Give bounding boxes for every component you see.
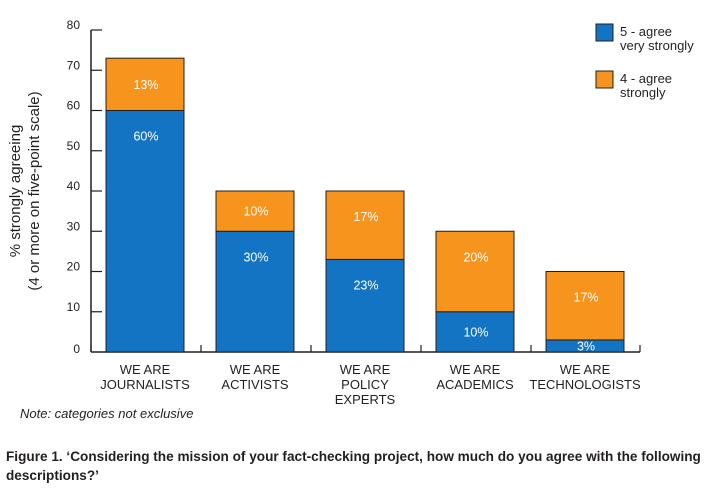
x-tick-label: TECHNOLOGISTS — [529, 377, 641, 392]
y-tick-label: 80 — [67, 18, 81, 32]
legend-label: very strongly — [620, 38, 694, 53]
bar-segment-agree-strongly — [325, 190, 405, 260]
y-tick-label: 0 — [73, 342, 80, 356]
bar-segment-agree-strongly — [545, 271, 625, 341]
figure-caption: Figure 1. ‘Considering the mission of yo… — [6, 449, 701, 483]
legend-label: 4 - agree — [620, 71, 672, 86]
x-tick-label: POLICY — [341, 377, 389, 392]
y-axis: 0 10 20 30 40 50 60 70 80 — [67, 18, 102, 356]
y-tick-label: 30 — [67, 219, 81, 233]
bar-segment-agree-very-strongly — [325, 258, 405, 353]
bar-segment-agree-strongly — [435, 230, 515, 313]
chart-note: Note: categories not exclusive — [20, 406, 194, 421]
y-tick-label: 50 — [67, 139, 81, 153]
x-tick-label: WE ARE — [450, 362, 501, 377]
y-tick-label: 70 — [67, 58, 81, 72]
y-axis-title: % strongly agreeing (4 or more on five-po… — [7, 91, 43, 290]
bar-data-label: 30% — [243, 250, 268, 264]
bar-segment-agree-strongly — [105, 57, 185, 111]
legend-label: 5 - agree — [620, 24, 672, 39]
x-tick-label: WE ARE — [340, 362, 391, 377]
bar-data-label: 17% — [573, 291, 598, 305]
bar-data-label: 20% — [463, 250, 488, 264]
bar-data-label: 17% — [353, 210, 378, 224]
bar-data-label: 13% — [133, 78, 158, 92]
bar-data-labels: 60% 13% 30% 10% 23% 17% 10% 20% 3% 17% — [133, 78, 598, 354]
legend-label: strongly — [620, 85, 666, 100]
legend-swatch — [595, 70, 614, 89]
x-tick-label: WE ARE — [120, 362, 171, 377]
legend-swatch — [595, 23, 614, 42]
bar-segment-agree-very-strongly — [215, 230, 295, 353]
y-axis-title-line: % strongly agreeing — [7, 125, 24, 258]
y-tick-label: 20 — [67, 260, 81, 274]
y-axis-title-line: (4 or more on five-point scale) — [26, 91, 43, 290]
x-tick-label: EXPERTS — [335, 392, 396, 407]
x-tick-label: ACTIVISTS — [221, 377, 289, 392]
bar-segment-agree-very-strongly — [435, 311, 515, 353]
bar-data-label: 23% — [353, 278, 378, 292]
bar-data-label: 60% — [133, 130, 158, 144]
x-tick-label: ACADEMICS — [436, 377, 514, 392]
bar-data-label: 10% — [243, 205, 268, 219]
x-tick-label: WE ARE — [560, 362, 611, 377]
bar-data-label: 10% — [463, 325, 488, 339]
bars — [105, 57, 625, 353]
x-tick-label: JOURNALISTS — [100, 377, 190, 392]
y-tick-label: 40 — [67, 179, 81, 193]
x-tick-label: WE ARE — [230, 362, 281, 377]
bar-segment-agree-very-strongly — [105, 110, 185, 353]
y-tick-label: 60 — [67, 99, 81, 113]
bar-data-label: 3% — [577, 339, 595, 353]
y-tick-label: 10 — [67, 300, 81, 314]
stacked-bar-chart: % strongly agreeing (4 or more on five-po… — [7, 18, 694, 407]
bar-segment-agree-strongly — [215, 190, 295, 232]
